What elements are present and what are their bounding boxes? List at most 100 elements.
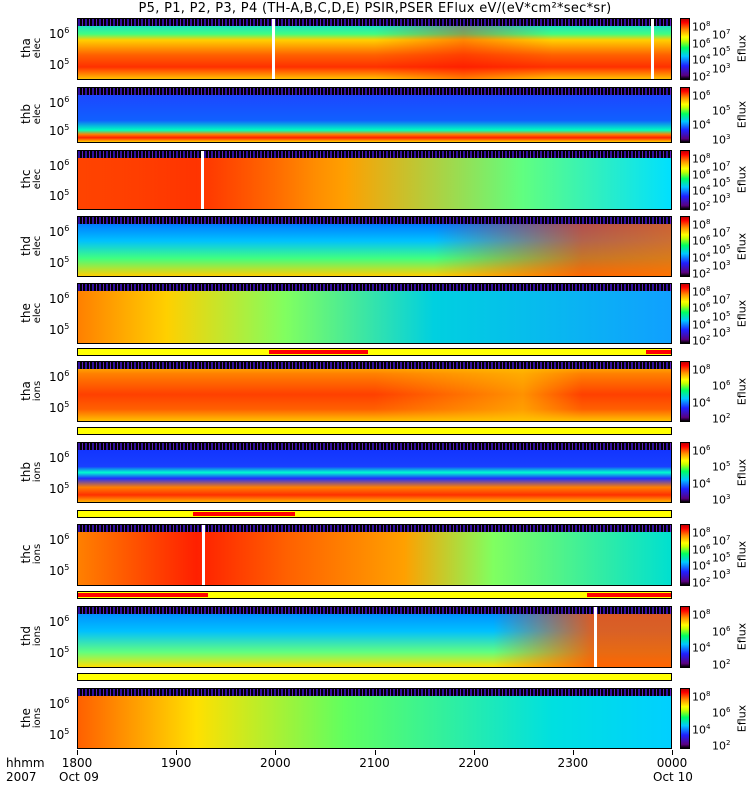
x-tick	[275, 750, 277, 755]
x-tick	[176, 750, 178, 755]
spectrogram-panel-thd-elec	[77, 216, 672, 277]
x-tick-label: 0000	[656, 756, 688, 770]
spectrogram-panel-the-ions	[77, 688, 672, 749]
colorbar-label: Eflux	[735, 377, 749, 405]
panel-ylabel: thb elec	[19, 94, 43, 134]
colorbar	[680, 18, 690, 80]
colorbar	[680, 150, 690, 210]
x-tick-label: 2300	[557, 756, 589, 770]
spectrogram-panel-thb-elec	[77, 87, 672, 143]
colorbar	[680, 688, 690, 749]
x-tick-label: 1900	[160, 756, 192, 770]
y-tick-label: 106	[49, 696, 70, 711]
colorbar-label: Eflux	[735, 458, 749, 486]
colorbar-tick-label: 103	[712, 259, 731, 273]
y-tick-label: 105	[49, 322, 70, 337]
species-label: ions	[32, 625, 43, 647]
x-tick-label: 2000	[260, 756, 291, 770]
colorbar-tick-label: 106	[692, 234, 711, 248]
y-tick-label: 105	[49, 727, 70, 742]
x-tick-label: 1800	[61, 756, 93, 770]
colorbar-tick-label: 104	[692, 251, 711, 265]
colorbar	[680, 606, 690, 668]
y-tick-label: 106	[49, 158, 70, 173]
probe-label: thb	[19, 104, 33, 124]
colorbar-tick-label: 106	[692, 168, 711, 182]
mode-bar	[77, 348, 672, 356]
data-gap	[651, 19, 654, 79]
mode-bar	[77, 510, 672, 518]
fill-stripe	[78, 362, 671, 369]
colorbar-tick-label: 105	[712, 45, 731, 59]
colorbar-tick-label: 104	[692, 477, 711, 491]
mode-bar	[77, 427, 672, 435]
colorbar-tick-label: 108	[692, 363, 711, 377]
colorbar-tick-label: 107	[712, 226, 731, 240]
colorbar-tick-label: 108	[692, 285, 711, 299]
colorbar-tick-label: 102	[692, 576, 711, 590]
probe-label: thb	[19, 461, 33, 482]
colorbar	[680, 442, 690, 503]
colorbar-tick-label: 108	[692, 690, 711, 704]
colorbar-tick-label: 102	[712, 658, 731, 672]
colorbar-tick-label: 107	[712, 28, 731, 42]
fill-stripe	[78, 19, 671, 26]
colorbar-tick-label: 104	[692, 723, 711, 737]
panel-ylabel: the ions	[19, 698, 43, 738]
panel-ylabel: thd elec	[19, 226, 43, 266]
species-label: ions	[32, 707, 43, 728]
y-tick-label: 106	[49, 224, 70, 239]
probe-label: the	[19, 302, 33, 323]
colorbar-label: Eflux	[735, 704, 749, 732]
colorbar-tick-label: 102	[692, 334, 711, 348]
mode-bar-segment	[646, 350, 671, 354]
colorbar-tick-label: 104	[692, 396, 711, 410]
colorbar-tick-label: 106	[712, 706, 731, 720]
colorbar-tick-label: 105	[712, 176, 731, 190]
colorbar-tick-label: 108	[692, 152, 711, 166]
colorbar-tick-label: 102	[692, 200, 711, 214]
colorbar-ticks: 108 106 104 102	[692, 361, 732, 425]
spectrogram-panel-thd-ions	[77, 606, 672, 668]
colorbar-ticks: 108 107 106 105 104 103 102	[692, 524, 732, 589]
y-tick-label: 105	[49, 123, 70, 138]
colorbar-tick-label: 106	[692, 543, 711, 557]
y-tick-label: 106	[49, 614, 70, 629]
mode-bar	[77, 591, 672, 599]
fill-stripe	[78, 217, 671, 224]
colorbar-tick-label: 108	[692, 526, 711, 540]
colorbar-tick-label: 105	[712, 310, 731, 324]
colorbar-tick-label: 106	[692, 444, 711, 458]
data-gap	[201, 151, 204, 209]
y-tick-label: 105	[49, 645, 70, 660]
colorbar-label: Eflux	[735, 622, 749, 651]
x-tick	[374, 750, 376, 755]
colorbar-tick-label: 107	[712, 534, 731, 548]
colorbar-tick-label: 108	[692, 218, 711, 232]
colorbar	[680, 283, 690, 344]
colorbar-ticks: 106 105 104 103	[692, 442, 732, 506]
y-tick-label: 106	[49, 369, 70, 384]
data-gap	[202, 525, 205, 585]
colorbar-tick-label: 106	[692, 37, 711, 51]
colorbar-tick-label: 102	[712, 412, 731, 426]
probe-label: tha	[19, 38, 33, 58]
colorbar-ticks: 108 106 104 102	[692, 606, 732, 671]
colorbar-label: Eflux	[735, 165, 749, 194]
fill-stripe	[78, 607, 671, 614]
colorbar-tick-label: 103	[712, 62, 731, 76]
colorbar-tick-label: 102	[692, 267, 711, 281]
colorbar-tick-label: 105	[712, 243, 731, 257]
colorbar-tick-label: 102	[712, 739, 731, 753]
y-tick-label: 106	[49, 450, 70, 465]
colorbar-tick-label: 104	[692, 184, 711, 198]
spectrogram-panel-thc-ions	[77, 524, 672, 586]
x-tick	[572, 750, 574, 755]
colorbar-tick-label: 106	[692, 89, 711, 103]
colorbar-label: Eflux	[735, 540, 749, 569]
fill-stripe	[78, 689, 671, 696]
panel-ylabel: tha ions	[19, 371, 43, 411]
panel-ylabel: thc ions	[19, 534, 43, 574]
colorbar-tick-label: 103	[712, 493, 731, 507]
spectrogram-panel-tha-elec	[77, 18, 672, 80]
